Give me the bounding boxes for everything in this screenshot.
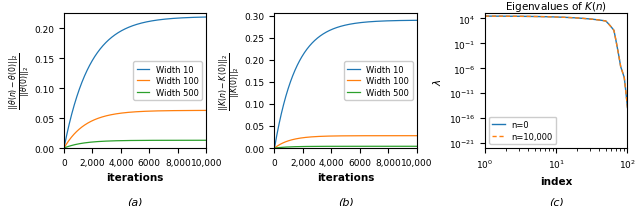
n=0	[600, 20, 608, 23]
Width 500	[202, 139, 210, 142]
Legend: Width 10, Width 100, Width 500: Width 10, Width 100, Width 500	[344, 62, 413, 101]
Width 10	[339, 25, 347, 28]
n=10,000	[582, 18, 589, 21]
n=0	[623, 107, 631, 109]
Text: (b): (b)	[338, 197, 353, 206]
n=10,000	[612, 43, 620, 46]
Legend: Width 10, Width 100, Width 500: Width 10, Width 100, Width 500	[133, 62, 202, 101]
Width 500	[387, 145, 395, 148]
n=0	[481, 16, 489, 18]
Width 100	[410, 135, 417, 137]
Width 500	[348, 145, 355, 148]
Width 10	[413, 20, 420, 22]
n=0	[545, 16, 553, 19]
Width 500	[413, 145, 420, 148]
Line: n=0: n=0	[485, 17, 627, 108]
n=0	[608, 27, 616, 30]
Width 100	[129, 111, 136, 114]
n=10,000	[608, 27, 616, 30]
Width 10	[137, 23, 145, 25]
Width 100	[339, 135, 347, 137]
Width 500	[271, 147, 278, 150]
Width 10	[355, 22, 363, 25]
n=0	[582, 18, 589, 21]
Y-axis label: $\frac{||K(n) - K(0)||_2}{||K(0)||_2}$: $\frac{||K(n) - K(0)||_2}{||K(0)||_2}$	[218, 53, 243, 110]
Line: n=10,000: n=10,000	[485, 17, 627, 108]
Width 100	[348, 135, 355, 137]
n=0	[615, 55, 623, 57]
Width 10	[199, 17, 207, 19]
Width 10	[410, 20, 417, 22]
n=10,000	[545, 16, 553, 19]
Width 100	[199, 110, 207, 112]
Width 500	[177, 139, 184, 142]
Width 500	[137, 139, 145, 142]
Width 500	[145, 139, 152, 142]
Y-axis label: $\lambda$: $\lambda$	[431, 78, 443, 85]
Title: Eigenvalues of $K(n)$: Eigenvalues of $K(n)$	[505, 0, 607, 14]
Y-axis label: $\frac{||\theta(n) - \theta(0)||_2}{||\theta(0)||_2}$: $\frac{||\theta(n) - \theta(0)||_2}{||\t…	[7, 53, 33, 110]
Width 10	[177, 18, 184, 20]
n=10,000	[615, 55, 623, 57]
Width 100	[177, 110, 184, 112]
Width 10	[128, 26, 136, 28]
Width 100	[338, 135, 346, 137]
Width 500	[339, 145, 347, 148]
Width 500	[128, 140, 136, 142]
Line: Width 10: Width 10	[275, 21, 417, 148]
n=10,000	[600, 20, 608, 23]
Width 100	[137, 111, 145, 113]
Width 100	[60, 147, 68, 150]
Text: (a): (a)	[127, 197, 143, 206]
Line: Width 100: Width 100	[64, 111, 206, 148]
X-axis label: iterations: iterations	[106, 172, 164, 183]
Width 100	[145, 110, 152, 113]
X-axis label: iterations: iterations	[317, 172, 374, 183]
Width 100	[128, 111, 136, 114]
Line: Width 500: Width 500	[64, 140, 206, 148]
Width 100	[355, 135, 363, 137]
Width 500	[60, 147, 68, 150]
Width 500	[410, 145, 417, 148]
Width 500	[338, 145, 346, 148]
Width 10	[348, 23, 355, 26]
Width 10	[338, 26, 346, 28]
Width 100	[271, 147, 278, 150]
n=0	[612, 43, 620, 46]
Width 10	[271, 147, 278, 150]
Width 10	[145, 21, 152, 24]
Text: (c): (c)	[548, 197, 564, 206]
Width 100	[387, 135, 395, 137]
Width 500	[355, 145, 363, 148]
Width 10	[60, 147, 68, 150]
n=10,000	[481, 16, 489, 18]
Width 100	[202, 110, 210, 112]
Width 10	[202, 17, 210, 19]
Width 10	[387, 20, 395, 23]
Legend: n=0, n=10,000: n=0, n=10,000	[489, 117, 556, 144]
Line: Width 10: Width 10	[64, 18, 206, 148]
Width 500	[199, 139, 207, 142]
Line: Width 100: Width 100	[275, 136, 417, 148]
Width 100	[413, 135, 420, 137]
Width 500	[129, 139, 136, 142]
X-axis label: index: index	[540, 176, 572, 186]
Width 10	[129, 26, 136, 28]
n=10,000	[623, 107, 631, 109]
Line: Width 500: Width 500	[275, 146, 417, 148]
